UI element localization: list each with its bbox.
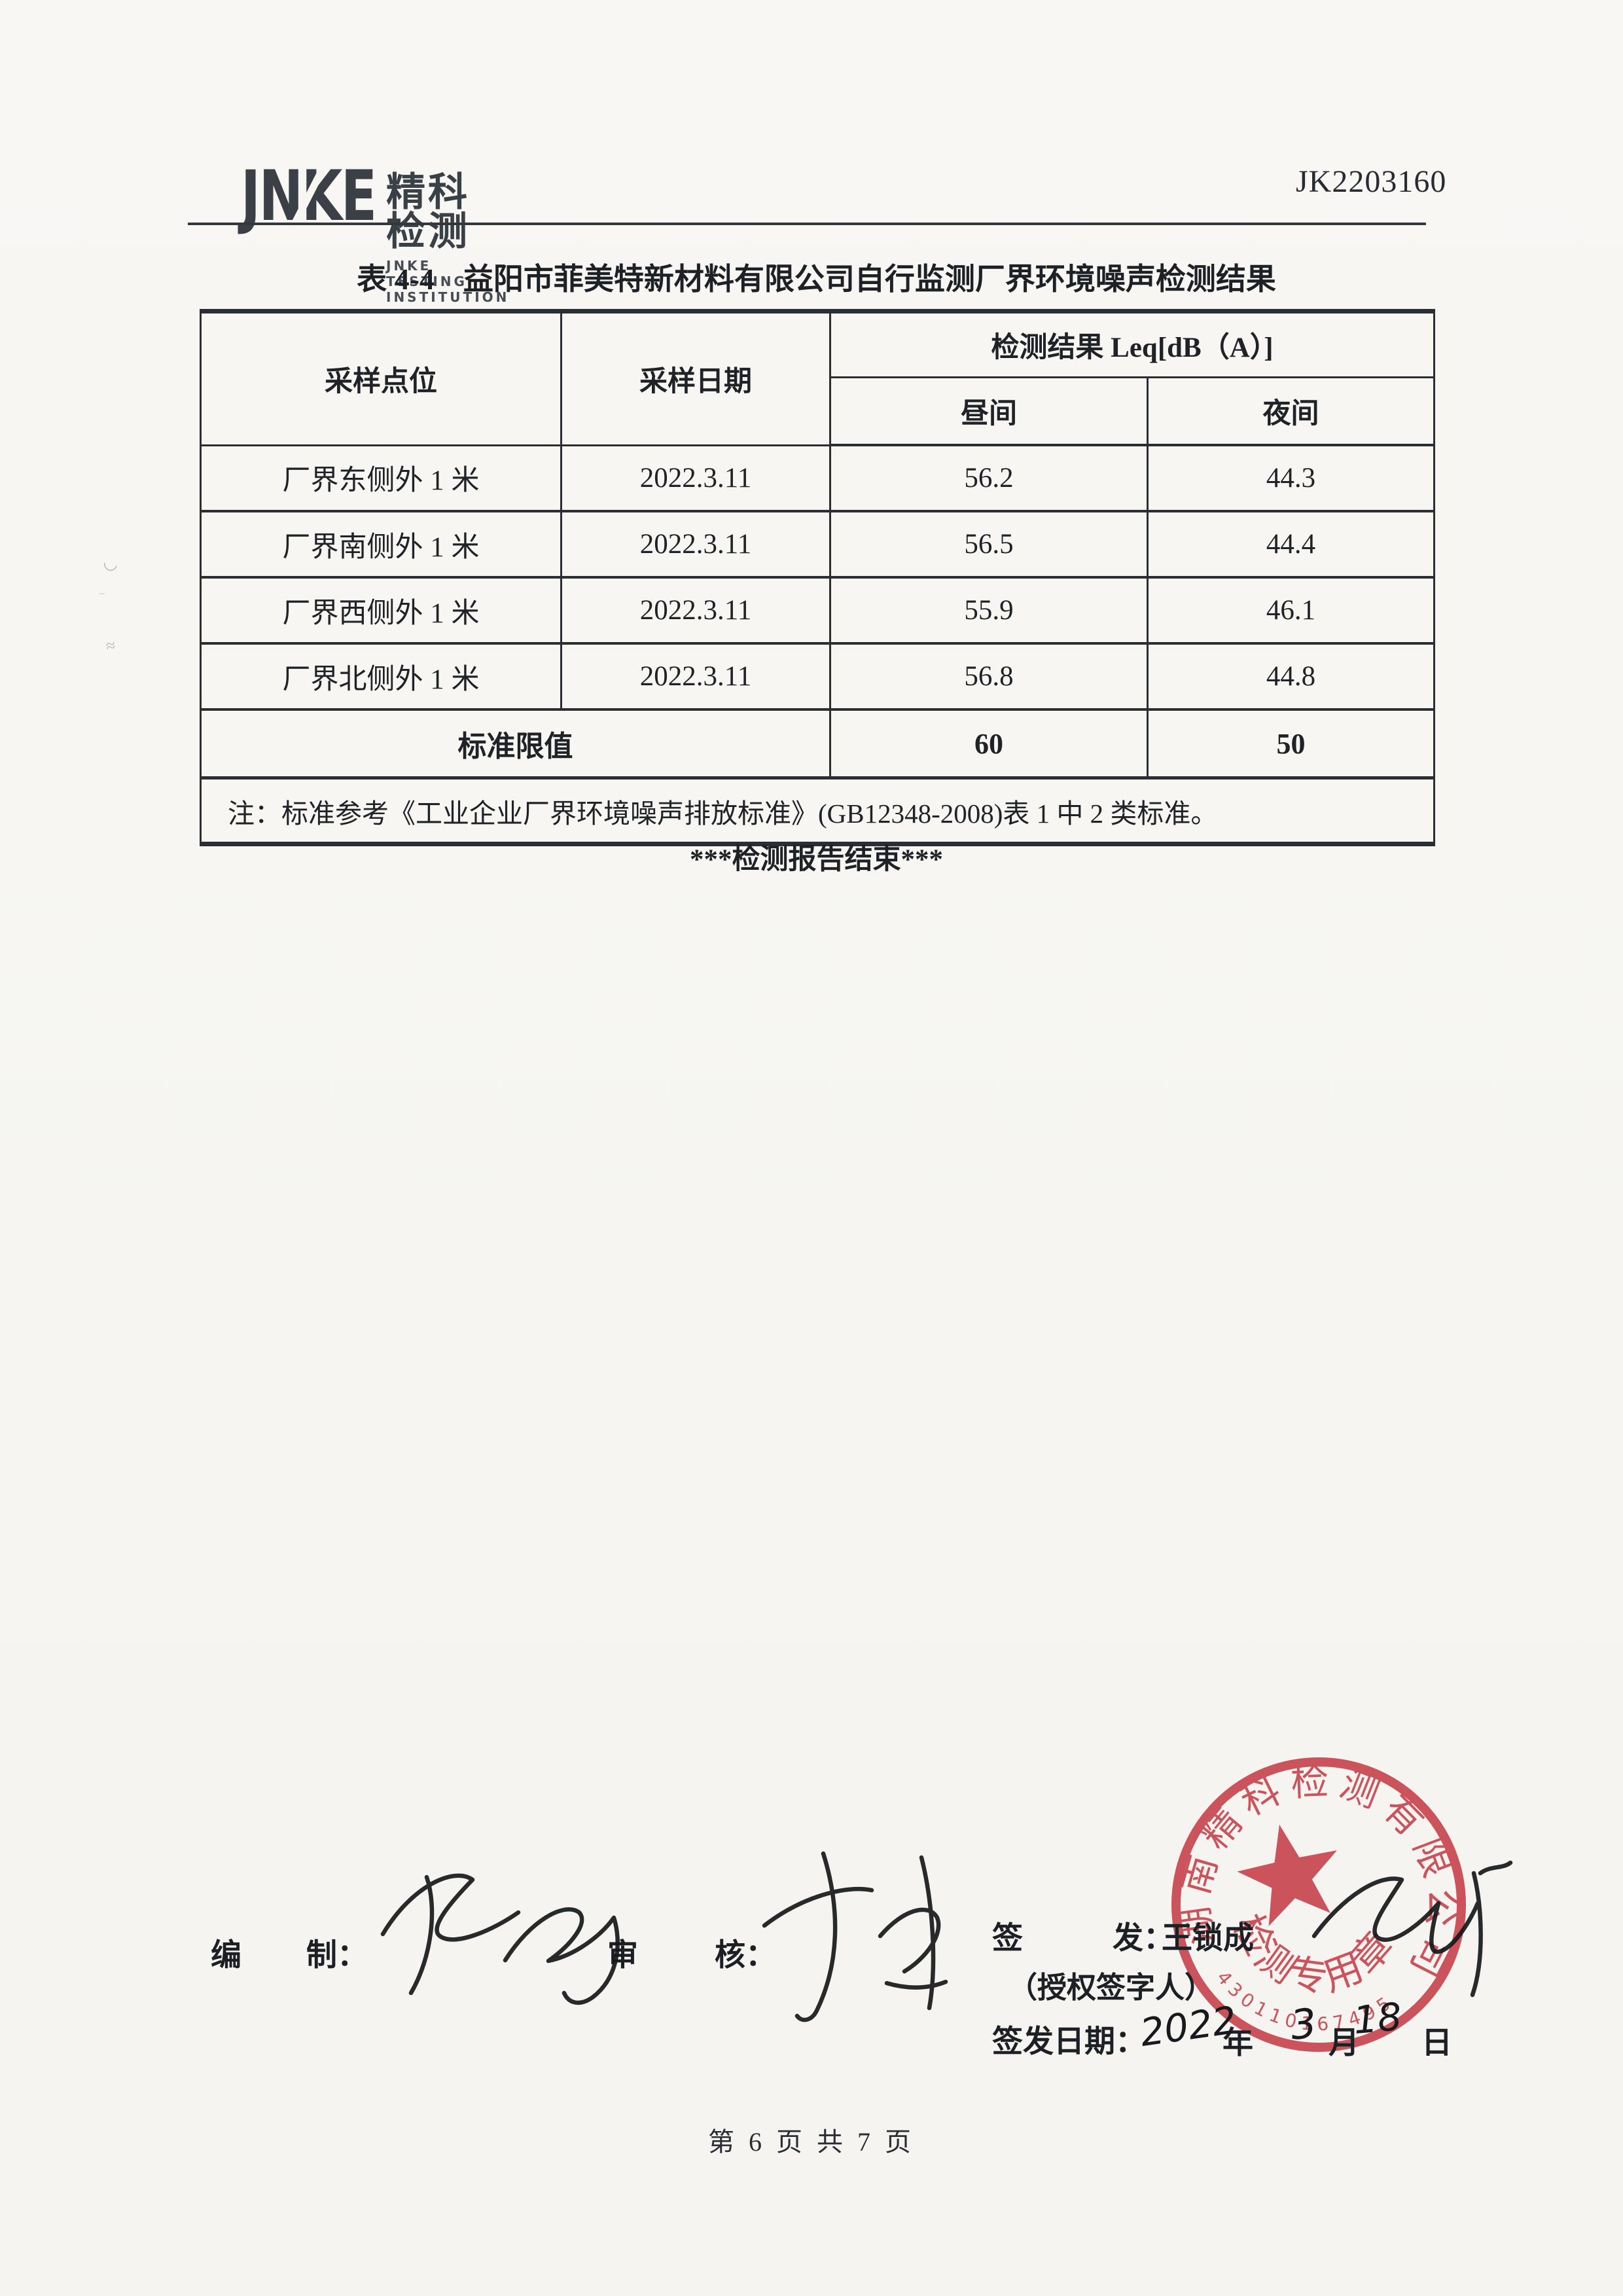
report-number: JK2203160 — [1296, 164, 1447, 199]
day-character: 日 — [1421, 2026, 1452, 2060]
issued-by-label: 签 — [992, 1922, 1023, 1956]
handwritten-month: 3 — [1288, 1999, 1319, 2049]
table-row: 厂界北侧外 1 米 2022.3.11 56.8 44.8 — [200, 643, 1435, 711]
table-caption: 表 4-4 益阳市菲美特新材料有限公司自行监测厂界环境噪声检测结果 — [200, 255, 1433, 298]
cell-point: 厂界南侧外 1 米 — [200, 511, 562, 579]
page-number: 第 6 页 共 7 页 — [708, 2127, 915, 2157]
results-table-wrapper: 采样点位 采样日期 检测结果 Leq[dB（A）] 昼间 夜间 厂界东侧外 1 … — [200, 309, 1435, 846]
logo-english-subtitle: JNKE TESTING INSTITUTION — [386, 258, 510, 305]
header-result-group: 检测结果 Leq[dB（A）] — [829, 311, 1435, 378]
table-row: 厂界东侧外 1 米 2022.3.11 56.2 44.3 — [200, 445, 1435, 512]
cell-day-value: 56.8 — [829, 643, 1149, 711]
issue-date-label: 签发日期： — [992, 2025, 1146, 2059]
cell-night-value: 44.8 — [1147, 643, 1435, 711]
cell-date: 2022.3.11 — [560, 643, 831, 711]
table-caption-title: 益阳市菲美特新材料有限公司自行监测厂界环境噪声检测结果 — [463, 262, 1276, 296]
limit-night-value: 50 — [1147, 709, 1435, 780]
cell-night-value: 46.1 — [1147, 577, 1435, 645]
limit-day-value: 60 — [829, 709, 1149, 780]
reviewer-signature — [762, 1851, 948, 2022]
cell-day-value: 56.5 — [829, 511, 1149, 579]
issuer-signature — [1311, 1860, 1513, 1998]
cell-day-value: 55.9 — [829, 577, 1149, 645]
cell-night-value: 44.3 — [1147, 445, 1435, 512]
table-caption-label: 表 4-4 — [357, 262, 435, 296]
table-row: 厂界南侧外 1 米 2022.3.11 56.5 44.4 — [200, 511, 1435, 579]
header-sampling-date: 采样日期 — [560, 311, 831, 446]
scan-speck: ◡ — [101, 552, 120, 575]
cell-point: 厂界东侧外 1 米 — [200, 445, 562, 512]
note-row: 注：标准参考《工业企业厂界环境噪声排放标准》(GB12348-2008)表 1 … — [200, 778, 1435, 844]
issuer-name: 王锁成 — [1162, 1922, 1254, 1956]
scan-speck: – — [99, 588, 105, 599]
issued-by-label-2: 发： — [1113, 1922, 1174, 1956]
cell-point: 厂界西侧外 1 米 — [200, 577, 562, 645]
cell-date: 2022.3.11 — [560, 511, 831, 579]
reviewed-by-label-2: 核： — [715, 1939, 776, 1973]
prepared-by-label-2: 制： — [306, 1939, 368, 1973]
table-note: 注：标准参考《工业企业厂界环境噪声排放标准》(GB12348-2008)表 1 … — [200, 778, 1435, 844]
header-daytime: 昼间 — [829, 377, 1149, 446]
cell-date: 2022.3.11 — [560, 445, 831, 512]
limit-row: 标准限值 60 50 — [200, 709, 1435, 780]
end-of-report-marker: ***检测报告结束*** — [690, 844, 943, 875]
header-divider-line — [188, 223, 1426, 225]
logo-chinese-name: 精科检测 — [386, 170, 470, 253]
limit-label: 标准限值 — [200, 709, 831, 780]
handwritten-day: 18 — [1351, 1994, 1404, 2043]
authorized-signer-label: （授权签字人） — [1008, 1971, 1215, 2004]
preparer-signature — [380, 1873, 620, 2005]
cell-night-value: 44.4 — [1147, 511, 1435, 579]
header-nighttime: 夜间 — [1147, 377, 1435, 446]
cell-date: 2022.3.11 — [560, 577, 831, 645]
scan-speck: ≈ — [104, 635, 117, 656]
cell-point: 厂界北侧外 1 米 — [200, 643, 562, 711]
header-sampling-point: 采样点位 — [200, 311, 562, 446]
cell-day-value: 56.2 — [829, 445, 1149, 512]
prepared-by-label: 编 — [211, 1939, 241, 1973]
company-logo: JNKE 精科检测 JNKE TESTING INSTITUTION — [241, 162, 507, 306]
reviewed-by-label: 审 — [607, 1939, 638, 1973]
logo-chinese-block: 精科检测 JNKE TESTING INSTITUTION — [386, 170, 510, 306]
table-row: 厂界西侧外 1 米 2022.3.11 55.9 46.1 — [200, 577, 1435, 645]
noise-results-table: 采样点位 采样日期 检测结果 Leq[dB（A）] 昼间 夜间 厂界东侧外 1 … — [200, 309, 1435, 846]
